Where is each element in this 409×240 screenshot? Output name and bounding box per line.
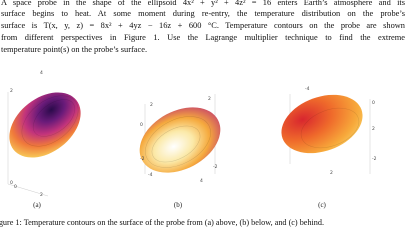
axis-tick-label: -4 bbox=[305, 86, 310, 92]
axis-tick-label: 0 bbox=[14, 184, 17, 190]
axis-tick-label: 2 bbox=[10, 88, 13, 94]
axis-tick-label: 2 bbox=[372, 126, 375, 132]
text-line: surface begins to heat. At some moment d… bbox=[1, 9, 405, 18]
panel-b bbox=[139, 94, 221, 174]
axis-tick-label: 0 bbox=[10, 180, 13, 186]
ellipsoid bbox=[281, 94, 363, 154]
axis-tick-label: 2 bbox=[150, 102, 153, 108]
ellipsoid bbox=[139, 107, 221, 173]
text-line: surface is T(x, y, z) = 8x² + 4yz − 16z … bbox=[1, 21, 405, 30]
axis-tick-label: 0 bbox=[372, 100, 375, 106]
axis-tick-label: -4 bbox=[148, 172, 153, 178]
axis-tick-label: 2 bbox=[40, 192, 43, 198]
panel-c bbox=[281, 94, 371, 174]
axis-tick-label: 2 bbox=[208, 96, 211, 102]
axis-tick-label: 2 bbox=[330, 170, 333, 176]
axis-tick-label: 4 bbox=[200, 178, 203, 184]
ellipsoid bbox=[9, 92, 81, 158]
axis-tick-label: 4 bbox=[40, 70, 43, 76]
text-line: from different perspectives in Figure 1.… bbox=[1, 33, 405, 42]
panel-label: (a) bbox=[33, 201, 41, 209]
text-line: A space probe in the shape of the ellips… bbox=[1, 0, 405, 7]
figure-caption: Figure 1: Temperature contours on the su… bbox=[0, 218, 325, 227]
panel-a bbox=[7, 92, 81, 197]
text-line: temperature point(s) on the probe’s surf… bbox=[1, 45, 148, 54]
panel-label: (c) bbox=[318, 201, 326, 209]
axis-tick-label: -2 bbox=[140, 156, 145, 162]
axis-tick-label: -2 bbox=[372, 156, 377, 162]
axis-tick-label: -2 bbox=[213, 164, 218, 170]
panel-label: (b) bbox=[174, 201, 183, 209]
axis-tick-label: 0 bbox=[140, 122, 143, 128]
